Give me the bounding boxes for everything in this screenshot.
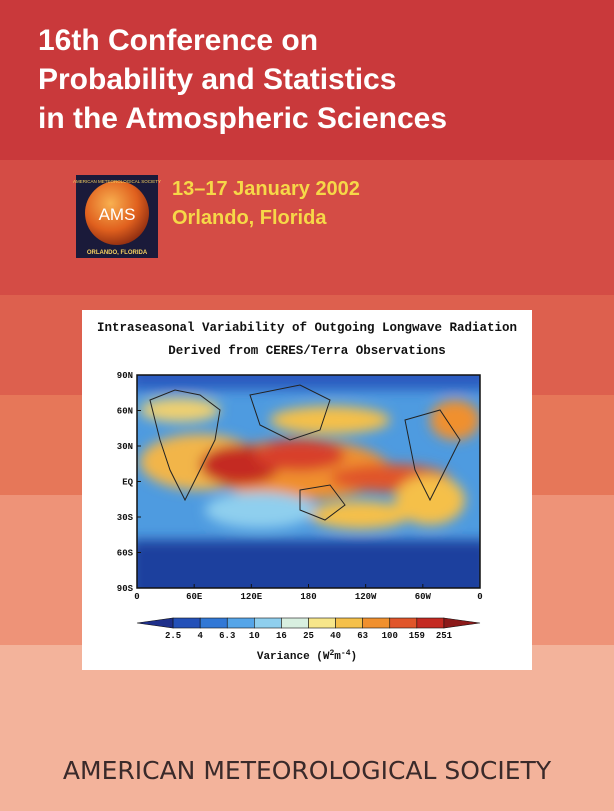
- colorbar-label: 63: [357, 631, 368, 641]
- figure-title: Intraseasonal Variability of Outgoing Lo…: [97, 321, 517, 335]
- logo: AMERICAN METEOROLOGICAL SOCIETY AMS ORLA…: [73, 175, 161, 258]
- band: [0, 0, 614, 160]
- lat-label: 30S: [117, 513, 134, 523]
- colorbar-label: 16: [276, 631, 287, 641]
- colorbar-label: 25: [303, 631, 314, 641]
- colorbar-label: 159: [409, 631, 425, 641]
- colorbar-label: 4: [197, 631, 203, 641]
- colorbar-end: [443, 617, 481, 629]
- colorbar-cell: [254, 617, 282, 629]
- colorbar-label: 6.3: [219, 631, 235, 641]
- cb-text: ): [351, 651, 358, 663]
- lat-label: 90N: [117, 371, 133, 381]
- cb-sup: 2: [329, 649, 334, 658]
- colorbar-label: 251: [436, 631, 453, 641]
- lat-label: 60N: [117, 407, 133, 417]
- colorbar-cell: [281, 617, 309, 629]
- title-line: 16th Conference on: [38, 24, 318, 57]
- event-location: Orlando, Florida: [172, 207, 327, 229]
- colorbar-label: 10: [249, 631, 260, 641]
- lon-label: 0: [134, 592, 139, 602]
- lon-label: 0: [477, 592, 482, 602]
- publisher: AMERICAN METEOROLOGICAL SOCIETY: [63, 756, 552, 785]
- lon-label: 120E: [241, 592, 263, 602]
- colorbar-cell: [389, 617, 418, 629]
- colorbar-label: 40: [330, 631, 341, 641]
- colorbar-cell: [172, 617, 201, 629]
- band: [0, 645, 614, 811]
- title-line: in the Atmospheric Sciences: [38, 102, 447, 135]
- cb-text: Variance (W: [257, 651, 330, 663]
- logo-society: AMERICAN METEOROLOGICAL SOCIETY: [73, 179, 161, 184]
- lat-label: 60S: [117, 549, 134, 559]
- colorbar-label: 2.5: [165, 631, 181, 641]
- lon-label: 60E: [186, 592, 203, 602]
- colorbar-cell: [335, 617, 363, 629]
- cb-sup: -4: [341, 649, 351, 658]
- lon-label: 60W: [415, 592, 432, 602]
- colorbar-cell: [199, 617, 228, 629]
- logo-place: ORLANDO, FLORIDA: [87, 250, 148, 256]
- colorbar-title: Variance (W2m-4): [257, 649, 357, 663]
- title-line: Probability and Statistics: [38, 63, 396, 96]
- colorbar-label: 100: [382, 631, 398, 641]
- lon-label: 180: [300, 592, 316, 602]
- lat-label: EQ: [122, 478, 133, 488]
- map: [137, 375, 480, 588]
- logo-acronym: AMS: [99, 205, 136, 224]
- colorbar-cell: [226, 617, 255, 629]
- lat-label: 30N: [117, 442, 133, 452]
- event-dates: 13–17 January 2002: [172, 178, 360, 200]
- lon-label: 120W: [355, 592, 377, 602]
- colorbar-cell: [416, 617, 445, 629]
- colorbar-cell: [362, 617, 391, 629]
- colorbar-cell: [308, 617, 336, 629]
- figure-title: Derived from CERES/Terra Observations: [168, 344, 446, 358]
- cb-text: m: [334, 651, 341, 663]
- lat-label: 90S: [117, 584, 134, 594]
